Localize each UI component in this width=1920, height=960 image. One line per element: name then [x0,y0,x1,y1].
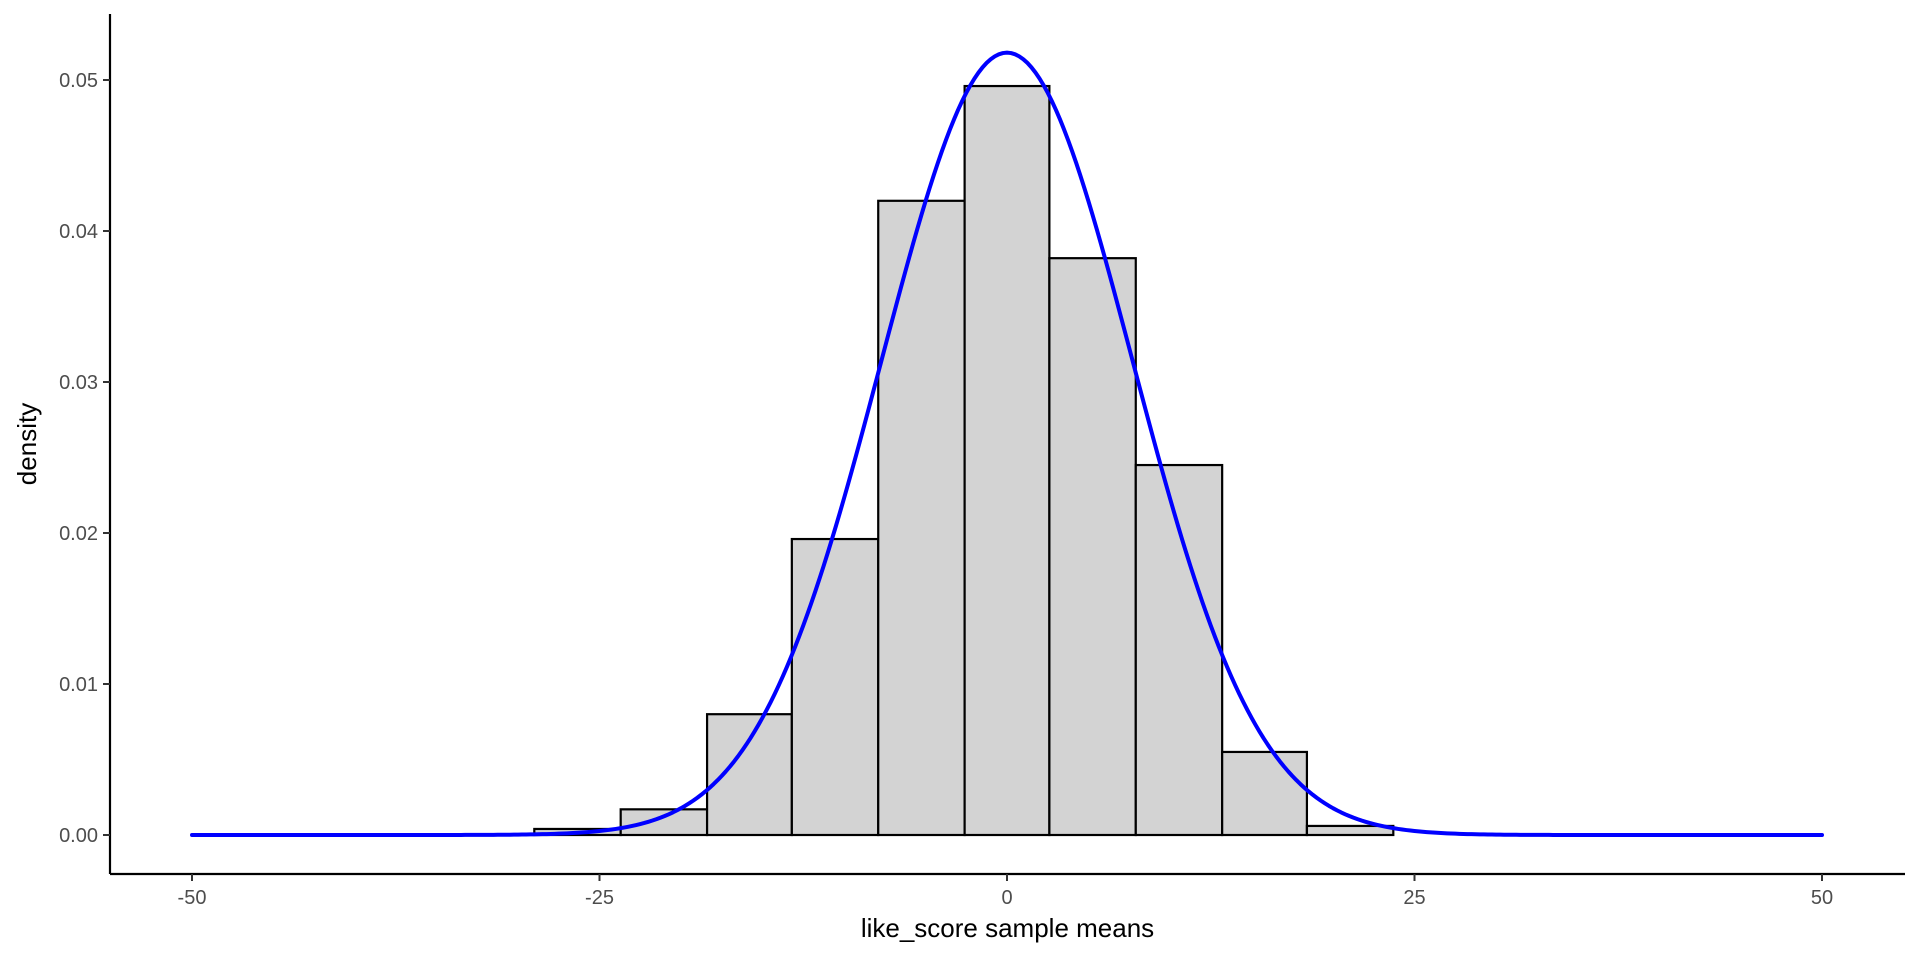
histogram-bar-10 [1305,824,1395,837]
histogram-bars [533,84,1395,837]
x-tick-label: 0 [1001,887,1012,909]
x-tick-label: -25 [585,887,614,909]
histogram-bar-6 [963,84,1051,837]
normal-density-curve [190,50,1824,837]
y-tick-label: 0.04 [59,221,98,243]
histogram-bar-4 [790,537,880,837]
y-tick-label: 0.01 [59,674,98,696]
x-axis-ticks: -50 -25 0 25 50 [178,874,1833,909]
y-tick-label: 0.02 [59,523,98,545]
x-axis-title: like_score sample means [861,913,1154,943]
histogram-bar-9 [1221,750,1309,837]
y-axis-title: density [12,403,42,485]
histogram-bar-7 [1048,257,1137,837]
y-tick-label: 0.00 [59,825,98,847]
y-axis-ticks: 0.00 0.01 0.02 0.03 0.04 0.05 [59,70,110,847]
histogram-bar-8 [1134,463,1224,837]
x-tick-label: 50 [1811,887,1833,909]
histogram-bar-3 [705,713,793,837]
x-tick-label: 25 [1403,887,1425,909]
histogram-bar-2 [619,808,709,837]
plot-area [190,50,1824,837]
y-tick-label: 0.05 [59,70,98,92]
histogram-bar-5 [877,199,966,837]
x-tick-label: -50 [178,887,207,909]
y-tick-label: 0.03 [59,372,98,394]
